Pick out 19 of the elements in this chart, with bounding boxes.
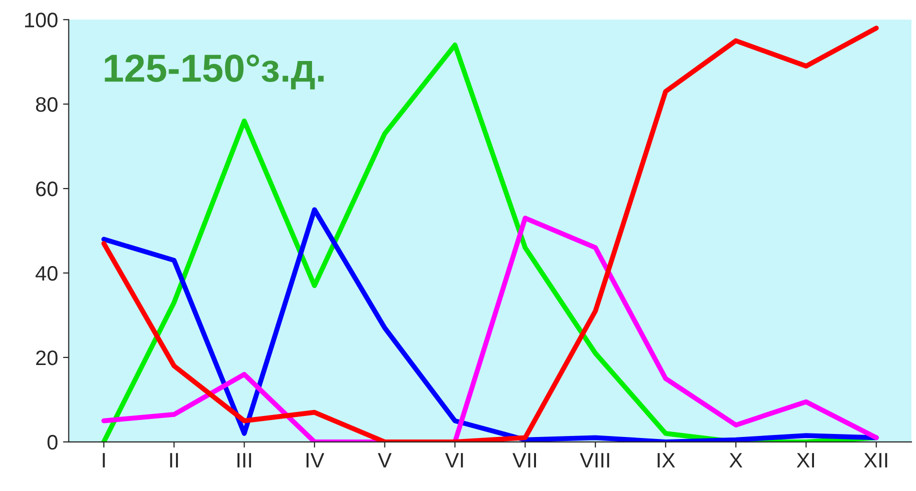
y-tick-label: 20 <box>36 350 58 366</box>
x-tick-label: IV <box>306 453 324 468</box>
x-tick-label: IX <box>658 453 676 468</box>
x-tick-label: XII <box>864 453 888 468</box>
text: 125-150°з.д. <box>104 54 324 90</box>
x-tick-label: VII <box>512 453 536 468</box>
x-tick-label: II <box>170 453 178 468</box>
x-tick-label: I <box>102 453 105 468</box>
x-tick-label: III <box>238 453 252 468</box>
y-tick-label: 100 <box>25 12 58 28</box>
y-tick-label: 60 <box>36 182 58 196</box>
y-tick-label: 40 <box>36 266 58 281</box>
y-tick-label: 80 <box>36 97 58 112</box>
x-tick-label: VIII <box>580 453 610 468</box>
x-tick-label: V <box>378 453 392 468</box>
y-tick-label: 0 <box>48 434 58 450</box>
x-tick-label: X <box>729 453 742 468</box>
x-tick-label: VI <box>445 453 463 468</box>
x-tick-label: XI <box>796 453 814 468</box>
